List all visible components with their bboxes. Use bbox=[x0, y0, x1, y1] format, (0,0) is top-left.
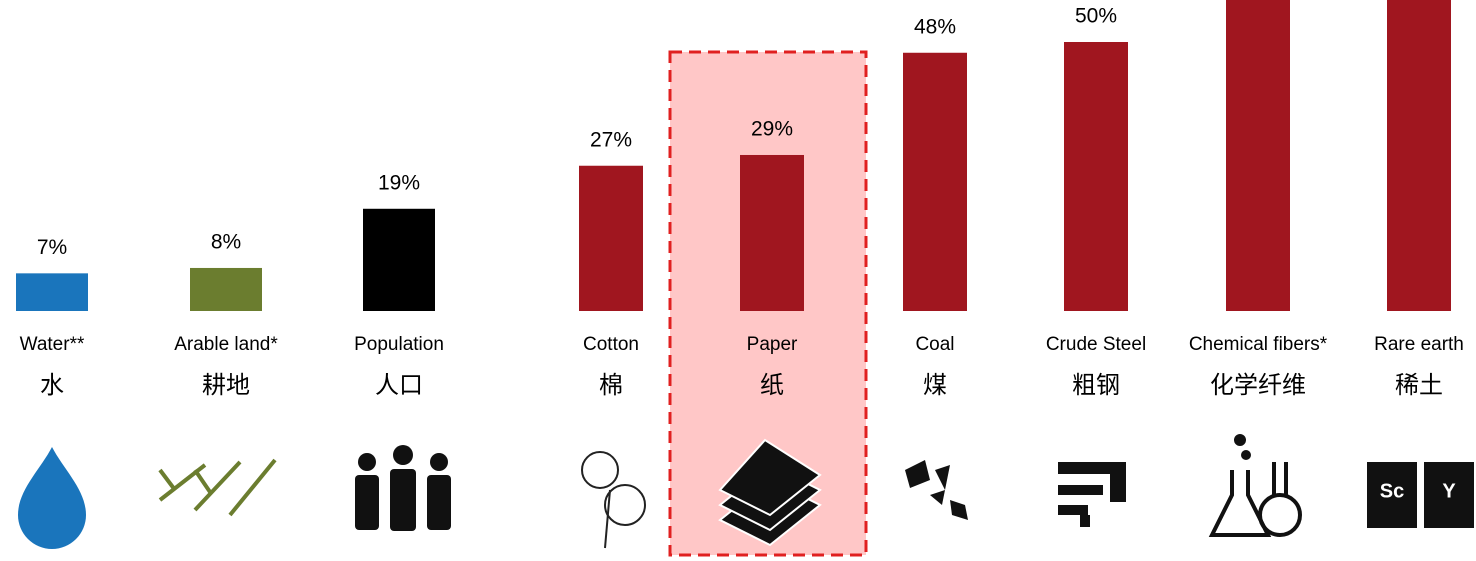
people-icon bbox=[355, 445, 451, 531]
wheat-icon bbox=[158, 458, 277, 517]
bar bbox=[190, 267, 262, 311]
bar bbox=[363, 208, 435, 311]
category-label-zh: 稀土 bbox=[1395, 371, 1443, 399]
category-label-zh: 棉 bbox=[599, 371, 623, 399]
category-label-zh: 人口 bbox=[375, 371, 423, 399]
coal-icon bbox=[905, 460, 968, 520]
bar bbox=[1387, 0, 1451, 312]
category-label-zh: 纸 bbox=[760, 371, 784, 399]
bar bbox=[740, 154, 804, 311]
cotton-icon bbox=[581, 451, 646, 549]
category-label: Water** bbox=[20, 334, 85, 355]
value-label: 48% bbox=[914, 15, 956, 38]
bar bbox=[1226, 0, 1290, 312]
category-label: Cotton bbox=[583, 334, 639, 355]
icons: Sc Y bbox=[18, 434, 1474, 549]
bar bbox=[1064, 42, 1128, 311]
category-label: Rare earth bbox=[1374, 334, 1464, 355]
category-label-zh: 煤 bbox=[923, 371, 947, 399]
category-label: Arable land* bbox=[174, 334, 278, 355]
category-label: Chemical fibers* bbox=[1189, 334, 1328, 355]
category-label-zh: 化学纤维 bbox=[1210, 371, 1306, 399]
flask-icon bbox=[1208, 434, 1302, 537]
value-label: 19% bbox=[378, 171, 420, 194]
svg-text:Y: Y bbox=[1442, 480, 1456, 502]
bar bbox=[16, 273, 88, 311]
value-label: 50% bbox=[1075, 5, 1117, 28]
value-label: 27% bbox=[590, 128, 632, 151]
value-label: 7% bbox=[37, 236, 67, 259]
category-label: Paper bbox=[747, 334, 798, 355]
bar bbox=[903, 52, 967, 311]
svg-text:Sc: Sc bbox=[1380, 480, 1404, 502]
paper-icon bbox=[718, 438, 822, 547]
bar bbox=[579, 165, 643, 311]
category-label-zh: 粗钢 bbox=[1072, 371, 1120, 399]
rare-earth-icon: Sc Y bbox=[1367, 462, 1474, 528]
category-label: Coal bbox=[915, 334, 954, 355]
category-label: Population bbox=[354, 334, 444, 355]
category-label: Crude Steel bbox=[1046, 334, 1146, 355]
value-label: 8% bbox=[211, 231, 241, 254]
category-label-zh: 耕地 bbox=[202, 371, 250, 399]
water-icon bbox=[18, 447, 86, 549]
steel-icon bbox=[1058, 462, 1126, 527]
category-label-zh: 水 bbox=[40, 371, 64, 399]
value-label: 29% bbox=[751, 118, 793, 141]
